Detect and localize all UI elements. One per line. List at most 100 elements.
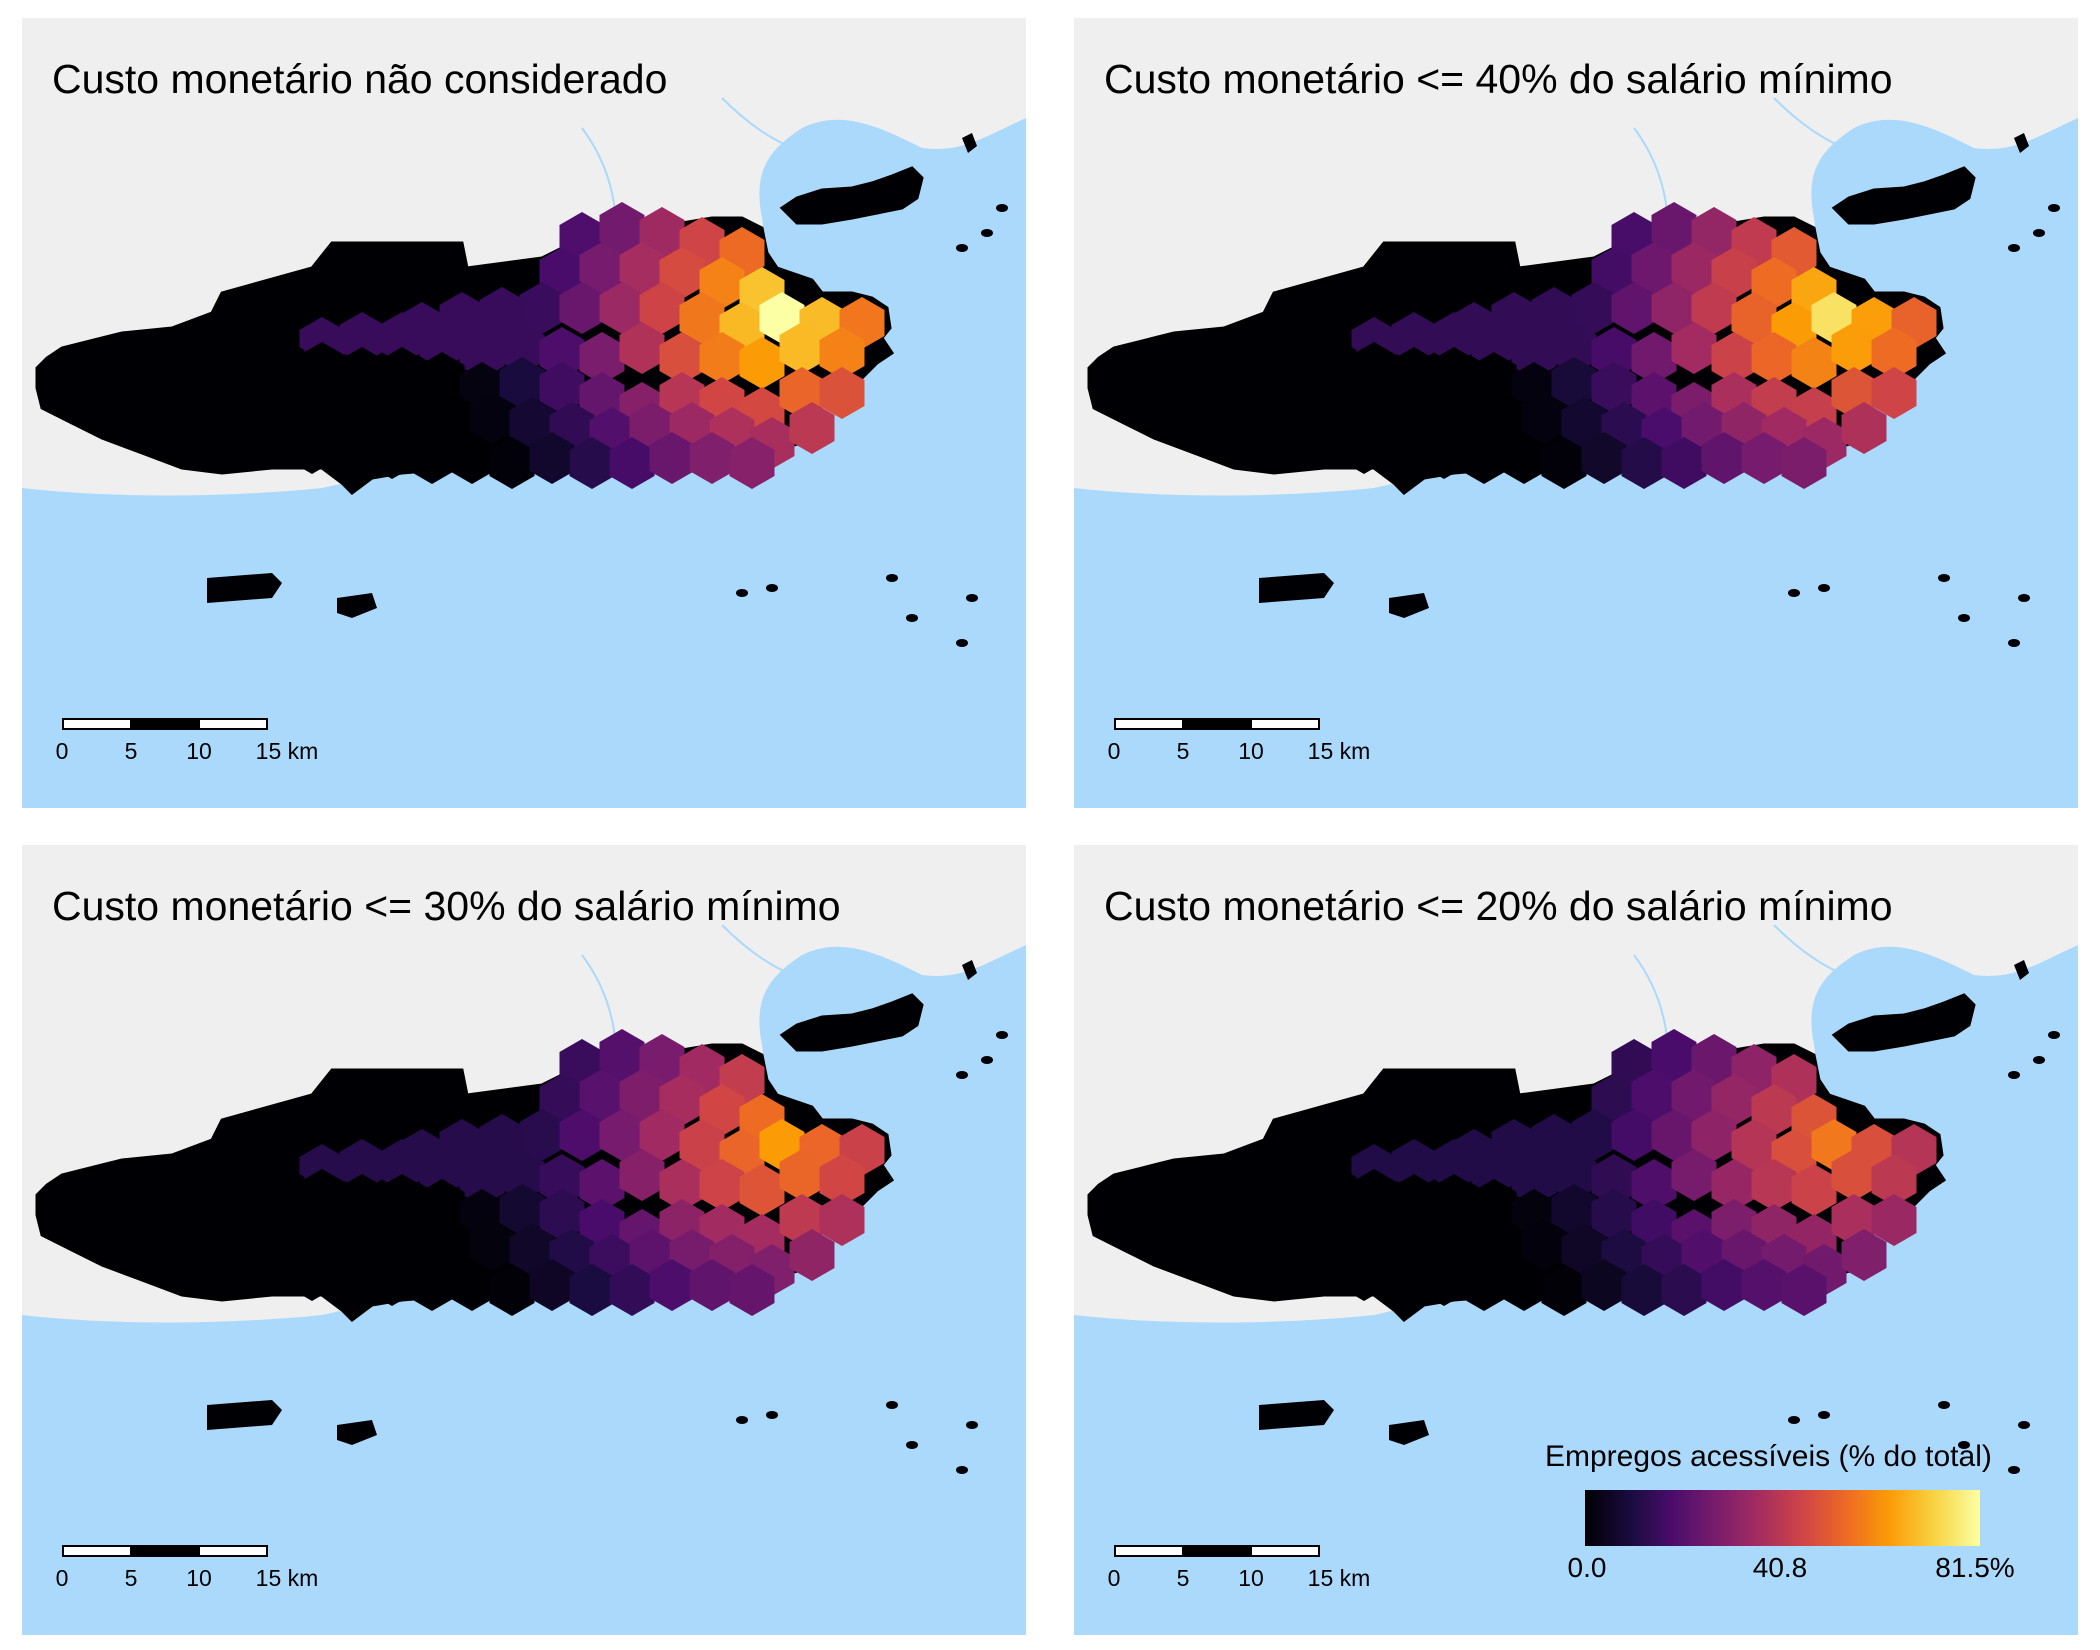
accessibility-hexagon <box>679 292 725 344</box>
accessibility-hexagon <box>599 282 645 334</box>
accessibility-hexagon <box>599 202 645 254</box>
accessibility-hexagon <box>609 437 655 489</box>
island <box>2018 594 2030 602</box>
panel-title: Custo monetário não considerado <box>52 56 668 102</box>
island <box>2014 960 2029 980</box>
accessibility-hexagon <box>1691 282 1737 334</box>
accessibility-hexagon <box>489 1264 535 1316</box>
accessibility-hexagon <box>1401 382 1447 434</box>
legend-tick: 81.5% <box>1935 1552 2015 1583</box>
scale-bar: 0 5 10 15 km <box>1108 718 1370 778</box>
island <box>2008 1071 2020 1079</box>
accessibility-hexagon <box>539 1189 585 1241</box>
accessibility-hexagon <box>1531 287 1577 339</box>
island <box>996 1031 1008 1039</box>
scale-bar-segment <box>62 718 132 730</box>
accessibility-hexagon <box>1351 1169 1397 1221</box>
accessibility-hexagon <box>1501 1259 1547 1311</box>
accessibility-hexagon <box>1241 1204 1287 1256</box>
scale-tick: 0 <box>1107 1565 1121 1591</box>
accessibility-hexagon <box>1471 352 1517 404</box>
panel-2: Custo monetário <= 40% do salário mínimo… <box>1074 18 2078 808</box>
accessibility-hexagon <box>1561 1224 1607 1276</box>
accessibility-hexagon <box>289 1249 335 1301</box>
scale-bar: 0 5 10 15 km <box>1108 1545 1370 1605</box>
accessibility-hexagon <box>1381 1254 1427 1306</box>
accessibility-hexagon <box>1571 1109 1617 1161</box>
island <box>736 1416 748 1424</box>
accessibility-hexagon <box>729 1264 775 1316</box>
panel-title: Custo monetário <= 20% do salário mínimo <box>1104 883 1893 929</box>
accessibility-hexagon <box>819 1154 865 1206</box>
island <box>766 584 778 592</box>
island <box>1938 574 1950 582</box>
accessibility-hexagon <box>1651 282 1697 334</box>
accessibility-hexagon <box>419 317 465 369</box>
scale-bar-segment <box>1182 718 1252 730</box>
island <box>2048 1031 2060 1039</box>
accessibility-hexagon <box>209 412 255 464</box>
accessibility-hexagon <box>1341 422 1387 474</box>
accessibility-hexagon <box>1751 1159 1797 1211</box>
accessibility-hexagon <box>509 397 555 449</box>
accessibility-hexagon <box>779 322 825 374</box>
accessibility-hexagon <box>1221 417 1267 469</box>
accessibility-hexagon <box>1201 1199 1247 1251</box>
accessibility-hexagon <box>429 1219 475 1271</box>
panel-1: Custo monetário não considerado 0 5 10 1… <box>22 18 1026 808</box>
accessibility-hexagon <box>1791 1164 1837 1216</box>
accessibility-hexagon <box>1391 1139 1437 1191</box>
accessibility-hexagon <box>1571 282 1617 334</box>
scale-bar: 0 5 10 15 km <box>56 718 318 778</box>
accessibility-hexagon <box>1751 1084 1797 1136</box>
accessibility-hexagon <box>789 402 835 454</box>
accessibility-hexagon <box>619 1069 665 1121</box>
accessibility-hexagon <box>1581 432 1627 484</box>
accessibility-hexagon <box>499 1184 545 1236</box>
accessibility-hexagon <box>1831 1149 1877 1201</box>
accessibility-hexagon <box>349 382 395 434</box>
accessibility-hexagon <box>1551 357 1597 409</box>
scale-bar-segment <box>130 1545 200 1557</box>
accessibility-hexagon <box>329 427 375 479</box>
accessibility-hexagon <box>1481 1219 1527 1271</box>
accessibility-hexagon <box>1631 1159 1677 1211</box>
accessibility-hexagon <box>189 377 235 429</box>
scale-bar-segment <box>1114 1545 1184 1557</box>
accessibility-hexagon <box>639 282 685 334</box>
accessibility-hexagon <box>189 1204 235 1256</box>
accessibility-hexagon <box>1691 207 1737 259</box>
island <box>1958 614 1970 622</box>
accessibility-hexagon <box>1431 1139 1477 1191</box>
accessibility-hexagon <box>1401 1209 1447 1261</box>
island <box>2014 133 2029 153</box>
scale-bar-segment <box>1250 718 1320 730</box>
island <box>966 594 978 602</box>
accessibility-hexagon <box>339 1139 385 1191</box>
accessibility-hexagon <box>499 322 545 374</box>
accessibility-hexagon <box>299 342 345 394</box>
accessibility-hexagon <box>1471 1179 1517 1231</box>
scale-tick: 5 <box>1176 738 1190 764</box>
accessibility-hexagon <box>519 282 565 334</box>
accessibility-hexagon <box>259 337 305 389</box>
accessibility-hexagon <box>1841 402 1887 454</box>
accessibility-hexagon <box>599 1109 645 1161</box>
scale-bar-segment <box>1250 1545 1320 1557</box>
accessibility-hexagon <box>659 332 705 384</box>
accessibility-hexagon <box>1591 247 1637 299</box>
accessibility-hexagon <box>149 372 195 424</box>
accessibility-hexagon <box>169 417 215 469</box>
accessibility-hexagon <box>1591 1154 1637 1206</box>
accessibility-hexagon <box>249 1239 295 1291</box>
accessibility-hexagon <box>1591 1189 1637 1241</box>
accessibility-hexagon <box>449 1259 495 1311</box>
accessibility-hexagon <box>659 247 705 299</box>
accessibility-hexagon <box>1521 392 1567 444</box>
accessibility-hexagon <box>1611 282 1657 334</box>
legend-title: Empregos acessíveis (% do total) <box>1545 1440 1992 1473</box>
accessibility-hexagon <box>1741 1259 1787 1311</box>
accessibility-hexagon <box>699 1159 745 1211</box>
island <box>1389 1420 1429 1445</box>
accessibility-hexagon <box>1441 382 1487 434</box>
